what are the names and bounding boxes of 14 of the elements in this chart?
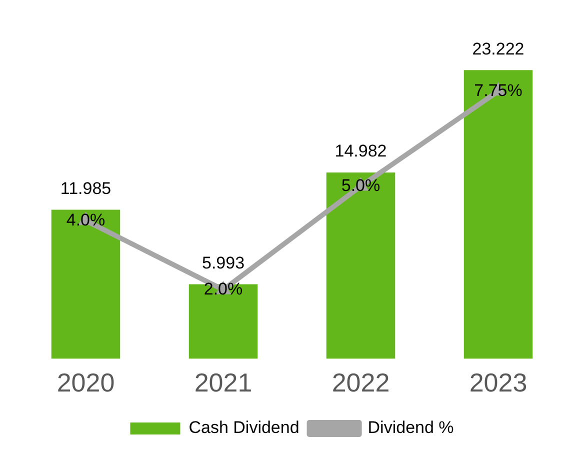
x-tick-label: 2021	[194, 368, 252, 398]
x-tick-label: 2020	[56, 368, 115, 398]
bar	[326, 172, 396, 359]
x-tick-label: 2023	[469, 368, 528, 398]
x-tick-label: 2022	[332, 368, 390, 398]
legend-label: Cash Dividend	[188, 418, 300, 438]
data-label: 14.982	[334, 142, 387, 161]
bar	[51, 210, 120, 359]
legend-label: Dividend %	[368, 418, 454, 438]
data-label: 5.993	[202, 253, 245, 272]
data-label: 23.222	[472, 39, 524, 58]
bar	[188, 284, 258, 359]
bar	[464, 70, 533, 359]
data-label: 11.985	[60, 178, 112, 198]
